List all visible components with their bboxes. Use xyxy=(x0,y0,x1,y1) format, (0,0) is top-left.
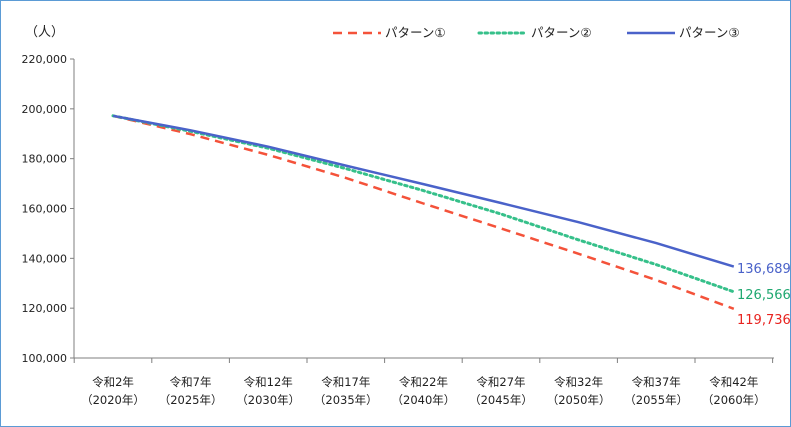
x-tick-sublabel: （2025年） xyxy=(159,393,223,407)
x-tick-label: 令和32年 xyxy=(554,375,603,389)
y-tick-label: 180,000 xyxy=(22,153,68,166)
end-value-label-2: 126,566 xyxy=(737,288,790,303)
y-tick-label: 120,000 xyxy=(22,302,68,315)
y-tick-label: 140,000 xyxy=(22,252,68,265)
y-axis-unit-label: （人） xyxy=(25,25,64,40)
series-line-1 xyxy=(112,114,735,310)
x-tick-label: 令和37年 xyxy=(632,375,681,389)
x-tick-sublabel: （2040年） xyxy=(392,393,456,407)
legend-label-2: パターン② xyxy=(531,25,592,40)
x-tick-sublabel: （2035年） xyxy=(314,393,378,407)
x-tick-sublabel: （2050年） xyxy=(547,393,611,407)
legend-label-3: パターン③ xyxy=(679,25,740,40)
x-tick-label: 令和12年 xyxy=(244,375,293,389)
legend-label-1: パターン① xyxy=(385,25,446,40)
x-tick-sublabel: （2055年） xyxy=(624,393,688,407)
x-tick-sublabel: （2030年） xyxy=(236,393,300,407)
x-tick-label: 令和2年 xyxy=(92,375,134,389)
y-tick-label: 200,000 xyxy=(22,103,68,116)
x-tick-sublabel: （2020年） xyxy=(81,393,145,407)
x-tick-label: 令和17年 xyxy=(321,375,370,389)
y-tick-label: 160,000 xyxy=(22,203,68,216)
x-tick-label: 令和42年 xyxy=(709,375,758,389)
y-tick-label: 100,000 xyxy=(22,352,68,365)
x-tick-label: 令和7年 xyxy=(170,375,212,389)
x-tick-label: 令和27年 xyxy=(476,375,525,389)
y-tick-label: 220,000 xyxy=(22,53,68,66)
series-line-3 xyxy=(112,114,735,268)
end-value-label-3: 136,689 xyxy=(737,262,790,277)
x-tick-sublabel: （2060年） xyxy=(702,393,766,407)
end-value-label-1: 119,736 xyxy=(737,313,790,328)
x-tick-sublabel: （2045年） xyxy=(469,393,533,407)
x-tick-label: 令和22年 xyxy=(399,375,448,389)
